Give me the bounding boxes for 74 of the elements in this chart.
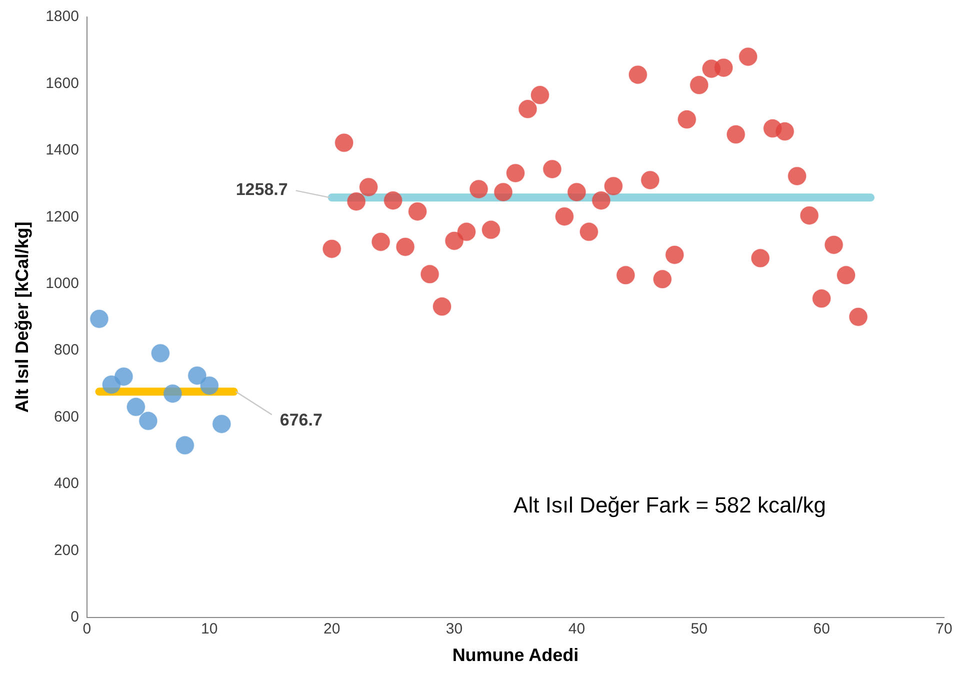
point — [359, 178, 378, 197]
point — [604, 176, 623, 196]
point — [665, 245, 684, 264]
point — [750, 248, 770, 268]
point — [90, 309, 109, 328]
point — [652, 270, 672, 289]
point — [322, 239, 342, 258]
x-tick-label: 40 — [568, 620, 586, 638]
point — [726, 124, 746, 144]
point — [175, 436, 194, 455]
point — [212, 414, 232, 434]
y-tick-label: 800 — [54, 342, 79, 359]
annotation: 1258.7 — [236, 180, 288, 200]
point — [506, 164, 525, 183]
x-tick-label: 50 — [690, 620, 708, 638]
point — [396, 237, 415, 256]
y-axis-title: Alt Isıl Değer [kCal/kg] — [12, 222, 32, 413]
point — [408, 202, 428, 221]
y-tick-label: 1400 — [46, 142, 79, 159]
x-tick-label: 20 — [323, 620, 340, 638]
point — [640, 170, 660, 190]
x-axis-title: Numune Adedi — [452, 645, 579, 666]
point — [628, 65, 648, 84]
x-tick-label: 70 — [936, 620, 952, 638]
y-tick-label: 0 — [70, 608, 79, 626]
point — [494, 182, 513, 202]
point — [788, 166, 807, 186]
point — [579, 222, 598, 242]
annotation: Alt Isıl Değer Fark = 582 kcal/kg — [514, 492, 826, 518]
point — [592, 190, 611, 210]
point — [812, 289, 832, 308]
point — [457, 222, 476, 242]
y-tick-label: 1800 — [46, 8, 79, 26]
point — [482, 220, 500, 240]
point — [138, 411, 158, 430]
point — [188, 366, 207, 386]
point — [567, 182, 586, 202]
x-tick-label: 10 — [201, 620, 218, 638]
point — [848, 307, 868, 326]
point — [836, 266, 856, 285]
point — [530, 86, 550, 105]
point — [114, 367, 134, 386]
point — [800, 206, 819, 225]
point — [346, 192, 366, 211]
point — [542, 160, 562, 179]
y-tick-label: 600 — [54, 408, 79, 426]
point — [775, 122, 794, 141]
annotation: 676.7 — [280, 410, 322, 430]
point — [334, 133, 354, 152]
point — [420, 264, 440, 284]
point — [432, 297, 452, 316]
x-tick-label: 60 — [813, 620, 830, 638]
point — [371, 232, 390, 252]
y-tick-label: 1000 — [46, 274, 79, 292]
point — [616, 266, 636, 285]
point — [126, 397, 146, 416]
y-tick-label: 1600 — [46, 74, 79, 92]
point — [554, 206, 574, 226]
point — [150, 344, 170, 363]
point — [714, 58, 734, 78]
point — [200, 376, 219, 396]
point — [677, 110, 696, 129]
x-tick-label: 0 — [82, 620, 92, 638]
point — [163, 384, 182, 404]
point — [690, 76, 709, 95]
point — [384, 190, 403, 210]
point — [824, 235, 844, 254]
point — [738, 47, 758, 66]
y-tick-label: 1200 — [46, 208, 79, 226]
y-tick-label: 400 — [54, 475, 79, 492]
point — [518, 100, 538, 119]
x-tick-label: 30 — [446, 620, 463, 638]
y-tick-label: 200 — [54, 542, 79, 559]
point — [469, 180, 488, 199]
